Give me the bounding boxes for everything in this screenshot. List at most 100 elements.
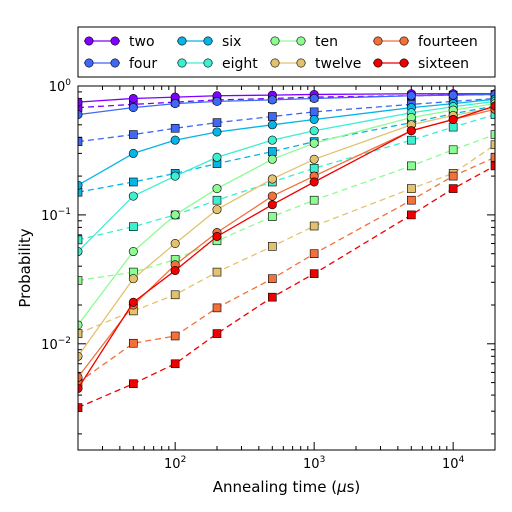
- circle-marker: [170, 238, 180, 248]
- tick-labels: 102 103 104 10−2 10−1 100: [41, 78, 464, 472]
- legend-marker: [203, 36, 213, 46]
- circle-marker: [212, 231, 222, 241]
- legend-item-twelve: twelve: [270, 56, 361, 72]
- square-marker: [129, 379, 138, 389]
- legend-marker: [296, 36, 306, 46]
- square-marker: [309, 221, 319, 231]
- circle-marker: [267, 200, 277, 210]
- legend-marker: [177, 36, 187, 46]
- legend-label: twelve: [315, 56, 361, 72]
- legend-marker: [110, 58, 120, 68]
- series-ten-squares: [78, 130, 495, 285]
- series-sixteen-squares: [78, 161, 495, 412]
- x-tick-label: 103: [303, 455, 325, 472]
- y-axis-title: Probability: [16, 228, 34, 307]
- legend-marker: [373, 36, 383, 46]
- series-four-circles: [78, 89, 495, 120]
- square-marker: [309, 107, 319, 117]
- legend-label: fourteen: [418, 34, 478, 50]
- legend-label: eight: [222, 56, 258, 72]
- series-layer: [78, 89, 495, 412]
- circle-marker: [170, 99, 180, 109]
- x-tick-label: 102: [164, 455, 186, 472]
- circle-marker: [128, 191, 138, 201]
- circle-marker: [212, 152, 222, 162]
- square-marker: [268, 274, 277, 283]
- circle-marker: [267, 120, 277, 130]
- circle-marker: [267, 135, 277, 145]
- circle-marker: [309, 93, 319, 103]
- x-axis-title-part: Annealing time (: [213, 478, 337, 496]
- circle-marker: [170, 135, 180, 145]
- legend-item-eight: eight: [177, 56, 258, 72]
- square-marker: [212, 303, 222, 313]
- legend-marker: [110, 36, 120, 46]
- circle-marker: [170, 266, 180, 276]
- square-marker: [268, 242, 277, 251]
- circle-marker: [212, 205, 222, 215]
- square-marker: [268, 212, 277, 221]
- square-marker: [490, 152, 495, 162]
- square-marker: [407, 210, 416, 220]
- square-marker: [78, 403, 83, 412]
- circle-marker: [128, 274, 138, 284]
- legend-item-four: four: [84, 56, 157, 72]
- square-marker: [170, 290, 180, 300]
- legend-item-sixteen: sixteen: [373, 56, 469, 72]
- square-marker: [490, 161, 495, 171]
- square-marker: [309, 249, 319, 259]
- square-marker: [407, 195, 416, 205]
- circle-marker: [170, 171, 180, 181]
- legend-label: six: [222, 34, 241, 50]
- square-marker: [490, 130, 495, 139]
- legend-label: ten: [315, 34, 338, 50]
- square-marker: [268, 147, 277, 156]
- square-marker: [490, 140, 495, 150]
- x-axis-title-part: μ: [336, 478, 347, 496]
- series-line-dashed: [78, 105, 495, 193]
- x-tick-label: 104: [442, 455, 465, 472]
- circle-marker: [128, 103, 138, 113]
- circle-marker: [309, 138, 319, 148]
- legend-marker: [373, 58, 383, 68]
- square-marker: [448, 171, 458, 181]
- circle-marker: [267, 191, 277, 201]
- square-marker: [78, 276, 83, 285]
- x-axis-title-part: s): [347, 478, 361, 496]
- circle-marker: [128, 148, 138, 158]
- square-marker: [407, 161, 416, 171]
- legend-label: two: [129, 34, 155, 50]
- y-tick-label: 100: [49, 78, 72, 95]
- series-fourteen-squares: [78, 152, 495, 387]
- square-marker: [129, 177, 138, 187]
- legend-marker: [203, 58, 213, 68]
- square-marker: [309, 195, 319, 205]
- legend-item-ten: ten: [270, 34, 338, 50]
- circle-marker: [309, 114, 319, 124]
- circle-marker: [406, 91, 416, 101]
- y-tick-label: 10−1: [41, 207, 71, 224]
- square-marker: [212, 195, 222, 205]
- x-axis-title: Annealing time (μs): [213, 478, 361, 496]
- circle-marker: [448, 114, 458, 124]
- legend-marker: [84, 58, 94, 68]
- circle-marker: [267, 174, 277, 184]
- legend-marker: [296, 58, 306, 68]
- circle-marker: [128, 93, 138, 103]
- legend-item-fourteen: fourteen: [373, 34, 478, 50]
- circle-marker: [448, 90, 458, 100]
- square-marker: [268, 112, 277, 121]
- square-marker: [170, 331, 180, 341]
- square-marker: [129, 222, 138, 231]
- legend: two four six eight ten twelve fourteen sixteen: [77, 26, 496, 78]
- legend-item-two: two: [84, 34, 155, 50]
- circle-marker: [212, 127, 222, 137]
- square-marker: [448, 122, 458, 132]
- circle-marker: [128, 297, 138, 307]
- square-marker: [212, 267, 222, 277]
- legend-marker: [270, 58, 280, 68]
- square-marker: [129, 130, 138, 139]
- square-marker: [129, 338, 138, 348]
- legend-marker: [270, 36, 280, 46]
